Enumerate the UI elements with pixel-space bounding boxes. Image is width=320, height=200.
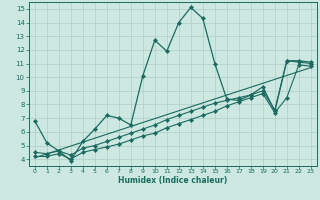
X-axis label: Humidex (Indice chaleur): Humidex (Indice chaleur) <box>118 176 228 185</box>
